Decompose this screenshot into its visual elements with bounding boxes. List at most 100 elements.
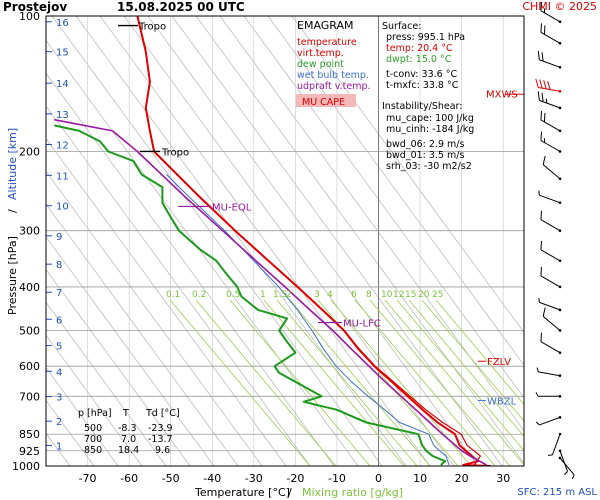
- wind-barb-staff: [539, 194, 561, 204]
- altitude-tick-label: 14: [56, 79, 69, 90]
- wind-barb-base: [558, 329, 562, 332]
- level-table-cell: 500: [84, 423, 102, 434]
- mixing-ratio-line: [396, 299, 524, 452]
- dry-adiabat-line: [46, 138, 287, 466]
- altitude-tick-label: 13: [56, 110, 69, 121]
- mixing-ratio-line: [435, 299, 524, 405]
- wind-barb-flag: [541, 92, 544, 102]
- wind-barb: [535, 392, 562, 398]
- dry-adiabat-line: [46, 105, 311, 466]
- wind-barb-half: [571, 474, 575, 480]
- legend: EMAGRAM temperature virt.temp. dew point…: [296, 19, 371, 108]
- wind-barb-flag: [541, 52, 544, 62]
- wind-barb-base: [558, 432, 562, 436]
- mixing-ratio-label: 1.5: [273, 290, 287, 300]
- mixing-ratio-line: [408, 299, 524, 437]
- level-table-cell: -8.3: [118, 423, 137, 434]
- altitude-tick-label: 16: [56, 18, 69, 29]
- wind-barb-base: [558, 177, 562, 181]
- mixing-ratio-label: 0.5: [226, 290, 240, 300]
- wind-barb-half: [538, 297, 540, 303]
- dry-adiabat-line: [267, 16, 524, 366]
- pressure-tick-label: 400: [19, 281, 40, 294]
- mixing-ratio-label: 0.2: [192, 290, 206, 300]
- markers-layer: 0.1 0.2 0.5 1 1.52 3 4 6 8 10 12 15 20 25 Tropo Tropo MU…: [118, 22, 524, 407]
- level-table-header-t: T: [122, 408, 129, 419]
- wind-barb-base: [558, 456, 562, 460]
- surface-elevation-note: SFC: 215 m ASL: [517, 487, 597, 498]
- copyright-credit: CHMI © 2025: [522, 0, 597, 13]
- wind-barb-base: [558, 150, 562, 153]
- wind-barb-half: [536, 367, 539, 373]
- wind-barb-flag: [540, 240, 542, 250]
- legend-item-updraft: udpraft v.temp.: [297, 81, 371, 92]
- mxws-label: MXWS: [486, 89, 518, 100]
- wind-barb-base: [558, 20, 562, 24]
- dry-adiabat-line: [46, 334, 143, 466]
- axes-layer: 1002003004005006007008509251000123456789…: [12, 10, 510, 485]
- temperature-tick-label: -70: [79, 472, 97, 485]
- mu-cape-swatch: [296, 94, 356, 107]
- wind-barb-base: [558, 259, 562, 263]
- pressure-tick-label: 1000: [12, 460, 40, 473]
- wind-barb: [540, 266, 562, 289]
- legend-title: EMAGRAM: [297, 19, 354, 32]
- wbzl-label: WBZL: [487, 396, 517, 407]
- y-axis-label-sep: /: [6, 209, 19, 213]
- wind-barb: [542, 155, 562, 181]
- level-table-cell: 9.6: [155, 445, 170, 456]
- altitude-tick-label: 3: [56, 393, 62, 404]
- temperature-tick-label: -50: [162, 472, 180, 485]
- altitude-tick-label: 2: [56, 417, 62, 428]
- dry-adiabat-line: [46, 367, 119, 466]
- wind-barb-base: [558, 229, 562, 232]
- altitude-tick-label: 6: [56, 315, 62, 326]
- surface-press: press: 995.1 hPa: [386, 32, 465, 43]
- legend-item-temperature: temperature: [297, 37, 357, 48]
- station-name: Prostejov: [3, 0, 67, 14]
- level-table-cell: 700: [84, 434, 102, 445]
- mu-cinh-value: mu_cinh: -184 J/kg: [386, 124, 474, 135]
- wind-barb-base: [558, 374, 562, 378]
- altitude-tick-label: 4: [56, 367, 62, 378]
- wind-barb: [538, 190, 562, 204]
- mixing-ratio-line: [276, 299, 418, 466]
- x-axis-label-mixing: Mixing ratio [g/kg]: [302, 486, 403, 499]
- wind-barb-half: [545, 98, 548, 104]
- temperature-tick-label: 20: [455, 472, 469, 485]
- dry-adiabat-line: [75, 16, 407, 466]
- dry-adiabat-line: [195, 16, 524, 464]
- dry-adiabat-line: [243, 16, 524, 399]
- wind-barb-flag: [537, 91, 540, 101]
- level-table-cell: 850: [84, 445, 102, 456]
- temperature-tick-label: 0: [375, 472, 382, 485]
- altitude-tick-label: 12: [56, 141, 69, 152]
- dry-adiabat-line: [46, 269, 191, 466]
- dry-adiabat-line: [46, 39, 359, 466]
- mu-cape-value: mu_cape: 100 J/kg: [386, 113, 474, 124]
- pressure-tick-label: 200: [19, 145, 40, 158]
- altitude-tick-label: 11: [56, 171, 69, 182]
- level-table-cell: -23.9: [148, 423, 173, 434]
- mixing-ratio-label: 25: [432, 290, 443, 300]
- surface-dwpt: dwpt: 15.0 °C: [386, 54, 452, 65]
- level-table-cell: 7.0: [121, 434, 136, 445]
- altitude-tick-label: 5: [56, 342, 62, 353]
- x-axis-label-temperature: Temperature [°C]: [194, 486, 290, 499]
- wind-barb-base: [558, 66, 562, 69]
- wind-barb-base: [558, 394, 562, 398]
- mixing-ratio-label: 6: [351, 290, 357, 300]
- t-mxfc: t-mxfc: 33.8 °C: [386, 80, 459, 91]
- mixing-ratio-line: [169, 299, 311, 466]
- mixing-ratio-line: [229, 299, 371, 466]
- altitude-tick-label: 1: [56, 441, 62, 452]
- dry-adiabat-line: [99, 16, 431, 466]
- wind-barb-staff: [539, 301, 561, 311]
- level-table-header-p: p [hPa]: [78, 408, 112, 419]
- wind-barb-staff: [540, 341, 561, 354]
- dry-adiabat-line: [46, 203, 239, 466]
- pressure-tick-label: 700: [19, 390, 40, 403]
- dry-adiabat-line: [123, 16, 455, 466]
- wind-barb: [537, 91, 562, 110]
